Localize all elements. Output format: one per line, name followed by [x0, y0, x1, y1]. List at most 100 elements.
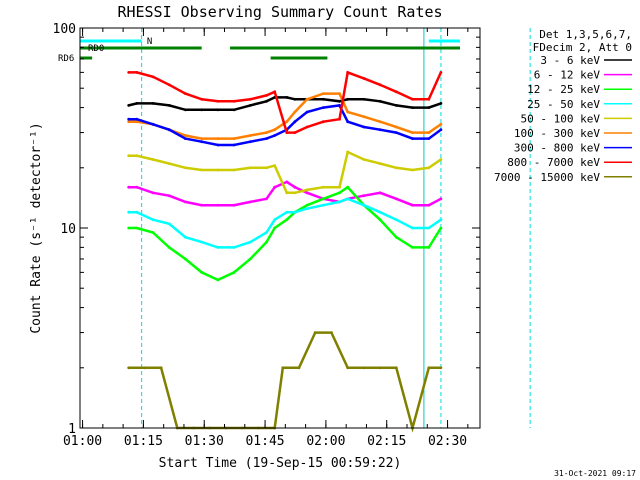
series-4-point-15 — [338, 185, 341, 189]
series-6-point-7 — [232, 143, 236, 147]
series-8-point-16 — [378, 366, 382, 370]
series-1-point-19 — [394, 197, 398, 201]
series-8-point-10 — [281, 366, 285, 370]
series-2-point-13 — [305, 203, 309, 207]
axes: 01:00 01:15 01:30 01:45 02:00 02:15 02:30 1 10 10… — [53, 22, 480, 449]
series-4-point-1 — [135, 154, 139, 158]
series-7-point-1 — [135, 71, 139, 74]
series-6-point-12 — [293, 120, 297, 124]
series-5-point-5 — [200, 137, 204, 141]
y-tick-label-2: 100 — [53, 22, 76, 37]
series-5-point-1 — [135, 120, 139, 124]
legend-label-1: 6 - 12 keV — [534, 69, 601, 82]
legend-label-5: 100 - 300 keV — [514, 127, 600, 140]
series-0-point-12 — [293, 97, 297, 101]
series-4-point-20 — [411, 168, 414, 172]
series-5-point-18 — [378, 120, 382, 124]
series-2-point-4 — [184, 257, 187, 261]
series-3-point-22 — [439, 218, 443, 222]
series-1-point-11 — [285, 180, 289, 184]
series-0-point-8 — [248, 104, 252, 107]
series-7-point-13 — [305, 125, 309, 129]
series-8-point-2 — [159, 366, 163, 370]
series-5-point-13 — [305, 97, 309, 101]
legend-label-7: 800 - 7000 keV — [507, 156, 600, 169]
series-7-point-6 — [216, 99, 220, 103]
series-1-point-17 — [362, 194, 366, 198]
series-1-point-13 — [305, 191, 309, 195]
series-6-point-1 — [135, 117, 139, 121]
x-tick-label-3: 01:45 — [245, 434, 284, 449]
series-7-point-15 — [338, 117, 341, 121]
series-4-point-4 — [184, 166, 187, 170]
series-2-point-3 — [167, 246, 171, 249]
series-3-point-9 — [265, 231, 268, 234]
series-6-point-6 — [216, 143, 220, 147]
series-4-point-9 — [265, 166, 268, 170]
series-0-point-1 — [135, 102, 139, 105]
series-2-point-15 — [338, 191, 341, 195]
series-3-point-11 — [285, 210, 289, 214]
series-1-point-10 — [273, 185, 277, 189]
series-2-point-6 — [216, 278, 220, 282]
series-8-point-14 — [346, 366, 350, 370]
series-4-point-7 — [232, 168, 236, 172]
series-1-point-21 — [427, 203, 431, 207]
series-0-point-16 — [346, 97, 350, 101]
series-5-point-21 — [427, 131, 431, 135]
series-2-point-11 — [285, 218, 289, 222]
series-4-point-0 — [127, 154, 131, 158]
chart-title: RHESSI Observing Summary Count Rates — [117, 3, 442, 21]
series-0-point-15 — [338, 99, 341, 103]
legend-label-0: 3 - 6 keV — [540, 54, 600, 67]
series-7-point-16 — [346, 71, 350, 74]
series-2-point-2 — [151, 231, 155, 234]
series-0-point-20 — [411, 106, 414, 109]
series-7-point-8 — [248, 97, 252, 101]
series-1-point-7 — [232, 203, 236, 207]
series-0-point-9 — [265, 99, 268, 103]
series-3-point-15 — [338, 200, 341, 204]
series-4-point-21 — [427, 166, 431, 170]
series-6-point-14 — [321, 106, 325, 109]
x-tick-label-0: 01:00 — [63, 434, 102, 449]
legend-header-0: Det 1,3,5,6,7, — [539, 28, 632, 41]
series-8-point-11 — [297, 366, 301, 370]
series-2-point-1 — [135, 226, 139, 230]
series-5-point-20 — [411, 131, 414, 135]
series-5-point-6 — [216, 137, 220, 141]
series-6-point-21 — [427, 137, 431, 141]
series-4-point-2 — [151, 158, 155, 161]
series-7-point-9 — [265, 94, 268, 97]
series-1-point-4 — [184, 200, 187, 204]
series-5-point-0 — [127, 120, 131, 124]
series-1-point-22 — [439, 197, 443, 201]
series-2-point-7 — [232, 271, 236, 274]
series-4-point-22 — [439, 158, 443, 161]
series-3-point-19 — [394, 218, 398, 222]
series-6-point-22 — [439, 128, 443, 132]
series-3-point-20 — [411, 226, 414, 230]
series-3-point-18 — [378, 210, 382, 214]
series-8-point-15 — [362, 366, 366, 370]
series-2-point-22 — [439, 226, 443, 230]
series-3-point-5 — [200, 240, 204, 244]
series-3-point-17 — [362, 203, 366, 207]
series-6-point-10 — [273, 134, 277, 137]
series-1-point-18 — [378, 191, 382, 195]
legend-label-2: 12 - 25 keV — [527, 83, 600, 96]
x-tick-label-1: 01:15 — [124, 434, 163, 449]
series-6-point-17 — [362, 125, 366, 129]
series-3-point-10 — [273, 218, 277, 222]
series-7-point-2 — [151, 75, 155, 79]
series-2-point-19 — [394, 235, 398, 239]
series-4-point-14 — [321, 185, 325, 189]
series-4-point-17 — [362, 158, 366, 161]
series-0-point-3 — [167, 104, 171, 107]
series-3-point-3 — [167, 222, 171, 226]
series-7-point-20 — [411, 97, 414, 101]
series-8-point-19 — [427, 366, 431, 370]
legend-label-6: 300 - 800 keV — [514, 142, 600, 155]
